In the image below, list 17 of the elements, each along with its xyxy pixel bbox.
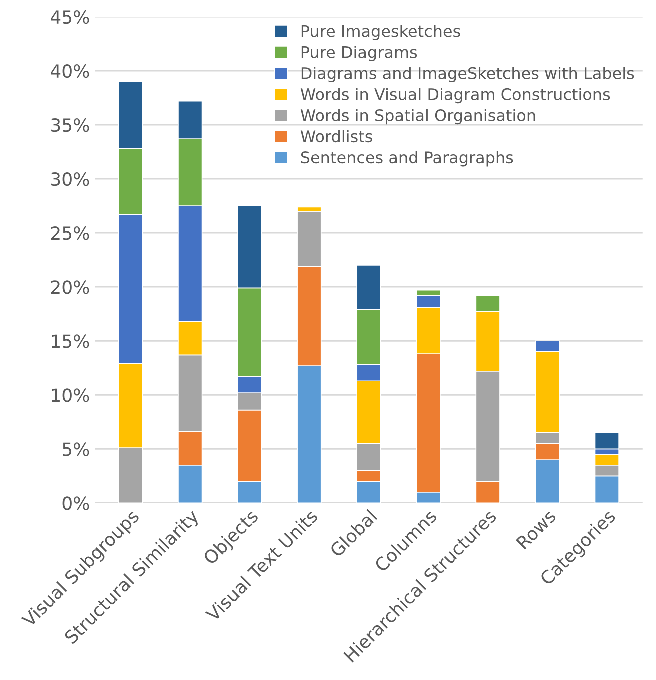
legend-label: Words in Spatial Organisation [300,109,536,125]
legend-label: Words in Visual Diagram Constructions [300,88,610,104]
legend-label: Pure Diagrams [302,46,418,62]
y-tick-label: 35% [52,118,90,132]
y-tick-label: 20% [51,280,90,294]
legend-label: Sentences and Paragraphs [301,151,514,167]
legend-label: Pure Imagesketches [302,24,460,40]
y-tick-label: 10% [52,388,90,402]
y-tick-label: 25% [51,226,90,240]
legend-label: Wordlists [300,130,372,143]
y-tick-label: 45% [51,10,90,24]
y-tick-label: 0% [62,496,90,510]
y-tick-label: 5% [63,442,90,456]
legend-label: Diagrams and ImageSketches with Labels [302,67,634,83]
y-tick-label: 30% [52,172,90,186]
y-tick-label: 40% [51,64,90,78]
y-tick-label: 15% [52,334,90,348]
